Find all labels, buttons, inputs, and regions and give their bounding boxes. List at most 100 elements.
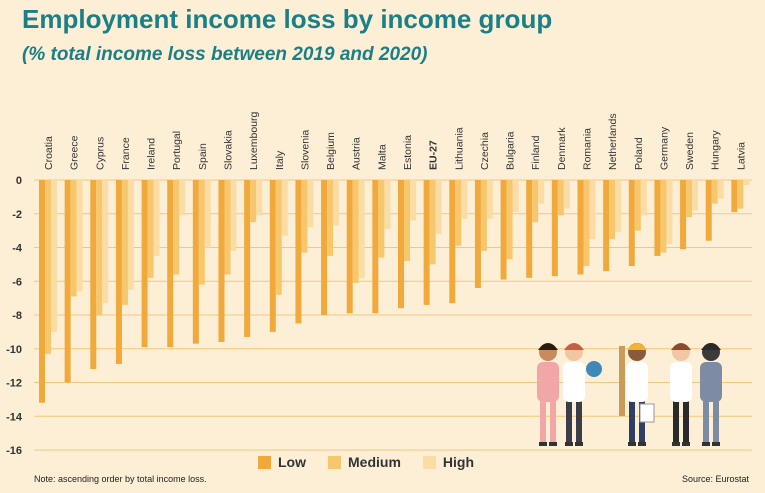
bar-medium xyxy=(275,180,282,295)
bar-high xyxy=(204,180,211,248)
worker-shoe xyxy=(638,442,646,446)
bar-medium xyxy=(224,180,231,275)
category-label: Czechia xyxy=(479,132,491,170)
bar-low xyxy=(39,180,45,403)
bar-medium xyxy=(70,180,77,297)
worker-torso xyxy=(700,362,722,402)
y-tick-label: -8 xyxy=(12,310,22,322)
bar-high xyxy=(435,180,442,234)
worker-illustration xyxy=(626,343,648,446)
y-tick-label: -16 xyxy=(6,445,22,457)
category-label: Latvia xyxy=(735,142,747,170)
bar-low xyxy=(115,180,122,364)
bar-high xyxy=(76,180,83,292)
chart-title: Employment income loss by income group xyxy=(22,4,553,34)
bar-medium xyxy=(301,180,308,253)
y-tick-label: -2 xyxy=(12,209,22,221)
bar-medium xyxy=(404,180,410,261)
legend-item-medium: Medium xyxy=(328,454,401,470)
bar-low xyxy=(449,180,456,304)
y-tick-label: -12 xyxy=(6,378,22,390)
worker-shoe xyxy=(712,442,720,446)
worker-illustration xyxy=(537,343,559,446)
bar-high xyxy=(179,180,186,216)
footnote: Note: ascending order by total income lo… xyxy=(34,474,207,484)
worker-hair xyxy=(701,343,721,350)
legend-item-high: High xyxy=(422,454,474,470)
category-label: Hungary xyxy=(710,130,722,170)
bar-medium xyxy=(660,180,667,253)
worker-leg xyxy=(683,396,689,444)
category-label: Croatia xyxy=(43,136,55,170)
worker-leg xyxy=(673,396,679,444)
bar-low xyxy=(603,180,610,272)
globe-icon xyxy=(586,361,602,377)
bar-medium xyxy=(250,180,257,223)
bar-medium xyxy=(609,180,616,240)
category-label: Bulgaria xyxy=(505,131,517,170)
bar-medium xyxy=(557,180,564,216)
bar-high xyxy=(410,180,416,221)
legend-item-low: Low xyxy=(258,454,306,470)
y-tick-label: 0 xyxy=(16,175,22,187)
category-label: Austria xyxy=(351,137,363,170)
bar-high xyxy=(307,180,314,228)
category-label: Portugal xyxy=(171,131,183,170)
bar-low xyxy=(474,180,481,288)
bar-low xyxy=(423,180,430,305)
blueprint-roll-icon xyxy=(619,346,625,416)
category-label: France xyxy=(120,137,132,170)
worker-hair xyxy=(671,343,691,350)
chart-subtitle: (% total income loss between 2019 and 20… xyxy=(22,44,428,65)
category-label: Estonia xyxy=(402,135,414,170)
worker-shoe xyxy=(682,442,690,446)
bar-low xyxy=(372,180,379,314)
category-label: Germany xyxy=(658,126,670,170)
bar-medium xyxy=(583,180,590,267)
legend-label-medium: Medium xyxy=(348,454,401,470)
worker-shoe xyxy=(575,442,583,446)
worker-shoe xyxy=(539,442,547,446)
bar-low xyxy=(551,180,558,277)
bar-medium xyxy=(737,180,744,209)
bar-high xyxy=(486,180,493,219)
y-tick-label: -10 xyxy=(6,344,22,356)
bar-high xyxy=(358,180,365,278)
bar-low xyxy=(654,180,661,256)
bar-high xyxy=(51,180,57,332)
bar-medium xyxy=(198,180,205,285)
y-tick-label: -14 xyxy=(6,411,23,423)
category-label: Poland xyxy=(633,137,645,170)
bar-low xyxy=(90,180,97,369)
worker-hair xyxy=(564,343,584,350)
worker-illustration xyxy=(700,343,722,446)
bar-high xyxy=(512,180,519,213)
category-label: Ireland xyxy=(146,138,158,170)
bar-high xyxy=(230,180,237,251)
bar-high xyxy=(743,180,750,186)
legend-label-low: Low xyxy=(278,454,306,470)
worker-leg xyxy=(629,396,635,444)
y-tick-label: -6 xyxy=(12,276,22,288)
worker-hair xyxy=(538,343,558,350)
bar-medium xyxy=(147,180,154,278)
worker-leg xyxy=(703,396,709,444)
bar-low xyxy=(398,180,404,309)
bar-low xyxy=(269,180,276,332)
bar-low xyxy=(218,180,225,342)
worker-illustration xyxy=(670,343,692,446)
bar-medium xyxy=(455,180,462,246)
clipboard-icon xyxy=(639,403,655,423)
legend: Low Medium High xyxy=(258,454,474,470)
bar-low xyxy=(141,180,148,348)
category-label: EU-27 xyxy=(428,140,440,170)
bar-high xyxy=(640,180,647,216)
worker-leg xyxy=(550,396,556,444)
category-label: Netherlands xyxy=(607,113,619,170)
legend-swatch-medium xyxy=(328,455,341,469)
y-tick-label: -4 xyxy=(12,243,23,255)
category-label: Malta xyxy=(376,144,388,170)
bar-high xyxy=(563,180,570,209)
worker-leg xyxy=(540,396,546,444)
